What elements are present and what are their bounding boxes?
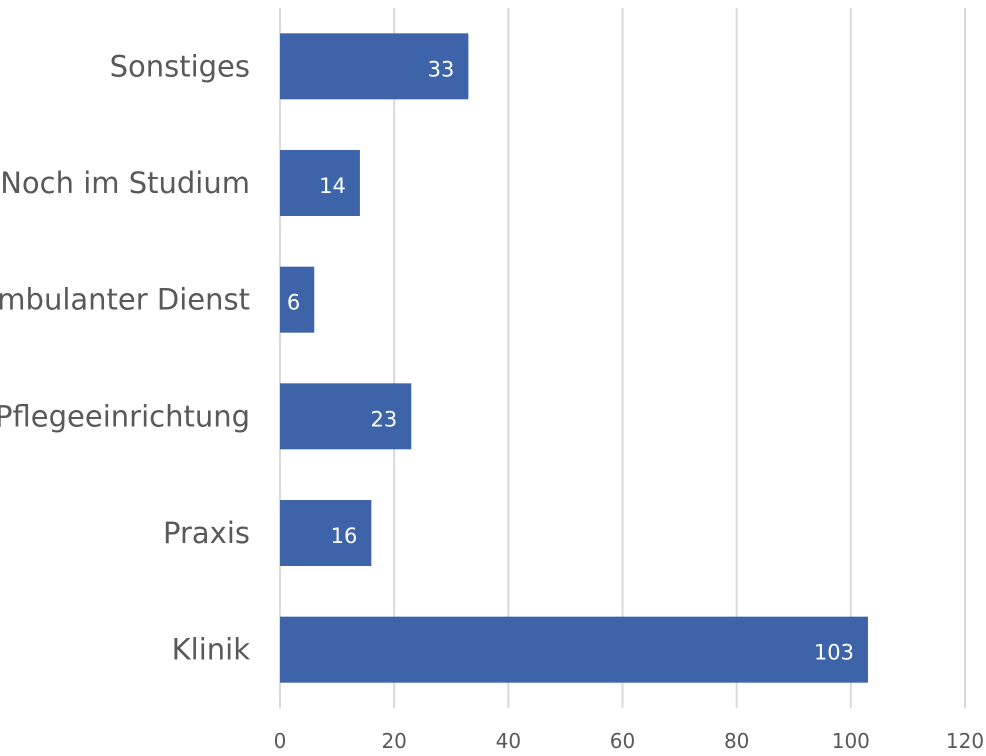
x-tick-label: 0 (274, 729, 287, 753)
data-label: 103 (814, 641, 854, 665)
bar-sonstiges (280, 33, 469, 100)
category-label: Pflegeeinrichtung (0, 399, 250, 433)
data-label: 14 (319, 174, 346, 198)
bar-klinik (280, 616, 868, 683)
data-label: 6 (287, 291, 300, 315)
data-label: 16 (331, 524, 358, 548)
x-tick-label: 100 (832, 729, 870, 753)
data-label: 23 (371, 407, 398, 431)
category-label: Praxis (163, 516, 250, 550)
category-label: ambulanter Dienst (0, 283, 250, 317)
x-tick-label: 60 (610, 729, 635, 753)
bar-pflegeeinrichtung (280, 383, 412, 450)
category-label: Klinik (172, 633, 251, 667)
bar-ambulanter-dienst (280, 266, 315, 333)
bar-noch-im-studium (280, 150, 360, 216)
x-tick-label: 20 (381, 729, 406, 753)
data-label: 33 (428, 57, 455, 81)
x-tick-label: 120 (946, 729, 984, 753)
x-tick-label: 80 (724, 729, 749, 753)
category-label: Noch im Studium (0, 166, 250, 200)
x-tick-label: 40 (496, 729, 521, 753)
bar-praxis (280, 500, 372, 566)
category-label: Sonstiges (110, 49, 250, 83)
